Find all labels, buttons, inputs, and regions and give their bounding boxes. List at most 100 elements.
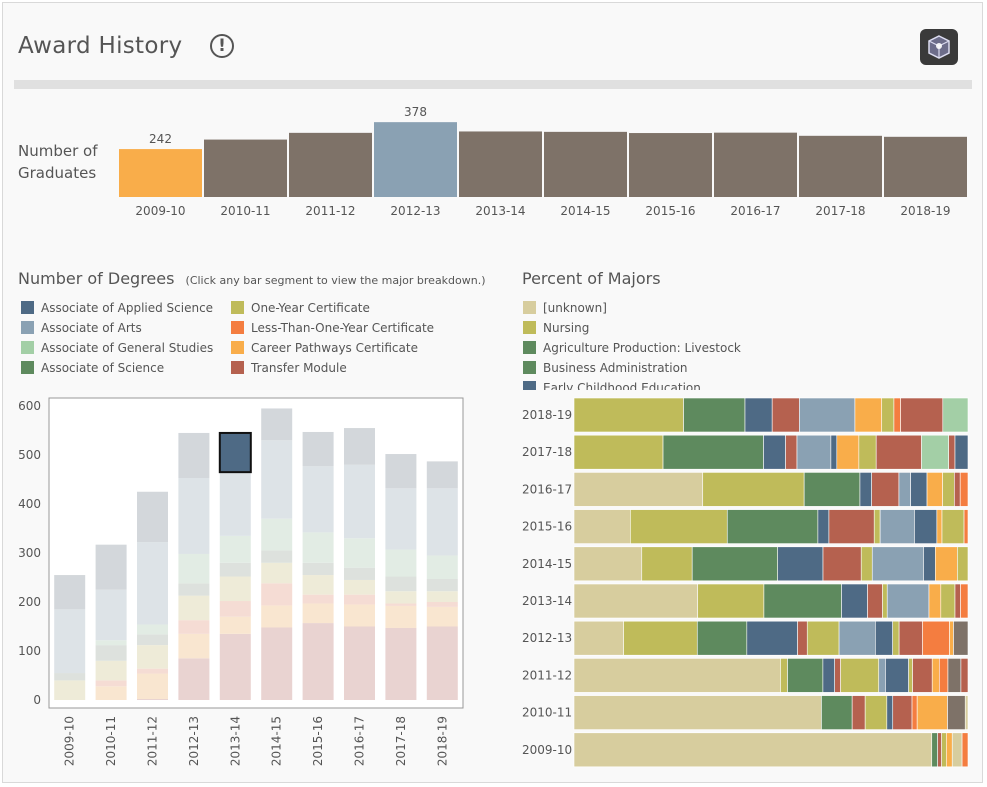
major-segment[interactable] <box>821 695 853 730</box>
degree-segment[interactable] <box>344 428 375 465</box>
major-segment[interactable] <box>830 434 838 470</box>
degree-segment[interactable] <box>261 627 293 700</box>
degree-segment[interactable] <box>218 431 252 474</box>
major-segment[interactable] <box>858 434 877 470</box>
major-segment[interactable] <box>879 509 915 544</box>
majors-legend-item[interactable]: [unknown] <box>523 298 823 318</box>
graduates-bar-2013-14[interactable] <box>459 131 542 197</box>
major-segment[interactable] <box>947 695 966 730</box>
major-segment[interactable] <box>926 472 943 507</box>
major-segment[interactable] <box>799 397 856 433</box>
major-segment[interactable] <box>886 695 894 730</box>
degree-segment[interactable] <box>178 553 210 584</box>
degree-segment[interactable] <box>385 603 417 606</box>
degree-segment[interactable] <box>137 645 168 669</box>
major-segment[interactable] <box>938 658 949 693</box>
major-segment[interactable] <box>947 658 962 693</box>
degrees-legend-item[interactable]: Less-Than-One-Year Certificate <box>231 318 461 338</box>
major-segment[interactable] <box>828 509 875 544</box>
major-segment[interactable] <box>960 583 969 619</box>
degree-segment[interactable] <box>219 616 251 634</box>
degree-segment[interactable] <box>385 627 417 700</box>
degree-segment[interactable] <box>178 478 210 554</box>
major-segment[interactable] <box>934 546 958 582</box>
major-segment[interactable] <box>696 620 748 656</box>
degree-segment[interactable] <box>344 567 375 580</box>
majors-legend-item[interactable]: Agriculture Production: Livestock <box>523 338 823 358</box>
major-segment[interactable] <box>744 397 773 433</box>
major-segment[interactable] <box>931 732 938 768</box>
degrees-legend-item[interactable]: One-Year Certificate <box>231 298 461 318</box>
major-segment[interactable] <box>931 658 940 693</box>
degree-segment[interactable] <box>385 488 417 550</box>
major-segment[interactable] <box>912 658 933 693</box>
degree-segment[interactable] <box>344 464 375 539</box>
graduates-bar-2017-18[interactable] <box>799 135 882 197</box>
major-segment[interactable] <box>838 620 876 656</box>
degree-segment[interactable] <box>137 668 168 674</box>
degree-segment[interactable] <box>54 673 86 681</box>
major-segment[interactable] <box>860 546 873 582</box>
major-segment[interactable] <box>959 472 969 507</box>
degree-segment[interactable] <box>385 454 417 489</box>
degree-segment[interactable] <box>137 673 168 700</box>
degree-segment[interactable] <box>178 432 210 479</box>
major-segment[interactable] <box>953 620 969 656</box>
degree-segment[interactable] <box>385 605 417 628</box>
major-segment[interactable] <box>777 546 824 582</box>
major-segment[interactable] <box>882 583 888 619</box>
major-segment[interactable] <box>840 658 880 693</box>
major-segment[interactable] <box>697 583 765 619</box>
degree-segment[interactable] <box>178 620 210 634</box>
degree-segment[interactable] <box>426 461 458 489</box>
major-segment[interactable] <box>875 620 893 656</box>
major-segment[interactable] <box>746 620 798 656</box>
major-segment[interactable] <box>573 509 631 544</box>
degree-segment[interactable] <box>426 606 458 627</box>
major-segment[interactable] <box>898 472 911 507</box>
major-segment[interactable] <box>964 695 969 730</box>
major-segment[interactable] <box>911 695 918 730</box>
majors-legend-item[interactable]: Nursing <box>523 318 823 338</box>
degree-segment[interactable] <box>426 488 458 556</box>
major-segment[interactable] <box>841 583 868 619</box>
degrees-legend-item[interactable]: Associate of General Studies <box>21 338 221 358</box>
major-segment[interactable] <box>834 658 841 693</box>
degree-segment[interactable] <box>302 575 334 595</box>
major-segment[interactable] <box>871 472 900 507</box>
degree-segment[interactable] <box>426 555 458 579</box>
major-segment[interactable] <box>573 620 624 656</box>
degree-segment[interactable] <box>302 594 334 604</box>
major-segment[interactable] <box>771 397 800 433</box>
major-segment[interactable] <box>630 509 728 544</box>
major-segment[interactable] <box>691 546 778 582</box>
degree-segment[interactable] <box>219 576 251 602</box>
degree-segment[interactable] <box>426 626 458 701</box>
graduates-bar-2010-11[interactable] <box>204 139 287 197</box>
major-segment[interactable] <box>928 583 942 619</box>
major-segment[interactable] <box>951 732 963 768</box>
major-segment[interactable] <box>898 620 923 656</box>
major-segment[interactable] <box>785 434 798 470</box>
degree-segment[interactable] <box>344 604 375 627</box>
degree-segment[interactable] <box>137 542 168 625</box>
degree-segment[interactable] <box>95 680 127 687</box>
major-segment[interactable] <box>941 509 965 544</box>
degree-segment[interactable] <box>219 562 251 577</box>
major-segment[interactable] <box>881 397 895 433</box>
degree-segment[interactable] <box>54 575 86 610</box>
degrees-legend-item[interactable]: Associate of Arts <box>21 318 221 338</box>
degree-segment[interactable] <box>178 583 210 596</box>
major-segment[interactable] <box>960 658 969 693</box>
major-segment[interactable] <box>893 397 901 433</box>
major-segment[interactable] <box>900 397 944 433</box>
degree-segment[interactable] <box>344 594 375 605</box>
degree-segment[interactable] <box>95 660 127 681</box>
major-segment[interactable] <box>851 695 866 730</box>
major-segment[interactable] <box>940 583 956 619</box>
degrees-legend-item[interactable]: Associate of Science <box>21 358 221 378</box>
degree-segment[interactable] <box>95 544 127 590</box>
graduates-bar-2018-19[interactable] <box>884 136 967 197</box>
major-segment[interactable] <box>878 658 886 693</box>
degree-segment[interactable] <box>54 680 86 700</box>
